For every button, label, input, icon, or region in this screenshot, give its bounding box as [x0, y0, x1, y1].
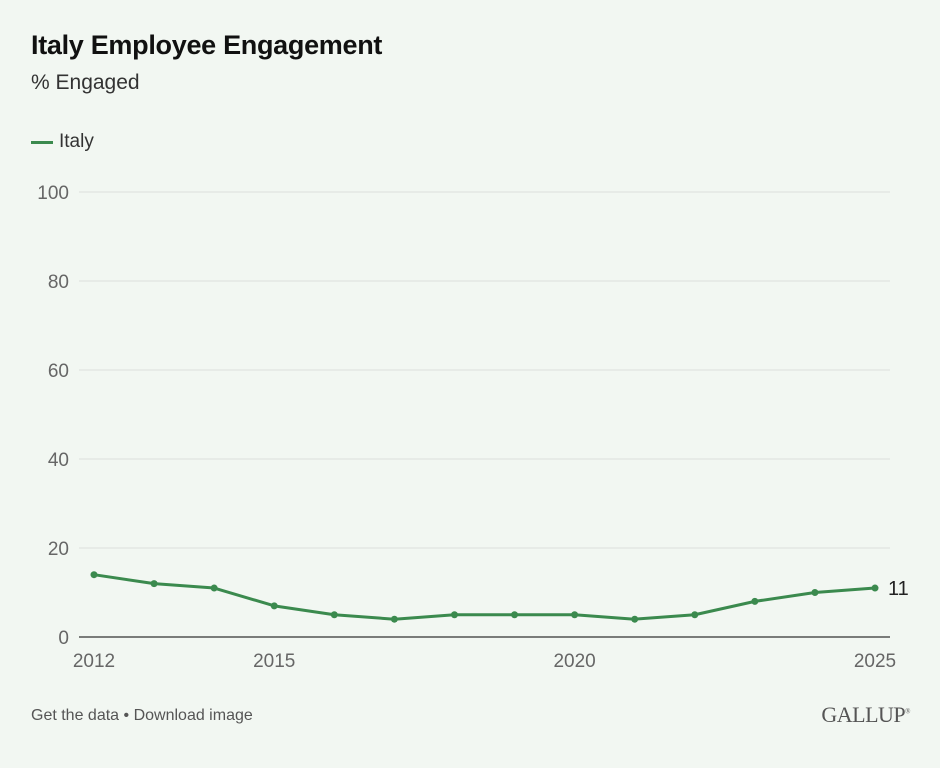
y-tick-label: 0 [58, 628, 69, 649]
data-point [871, 584, 879, 592]
legend-label-italy: Italy [59, 131, 94, 152]
chart-subtitle: % Engaged [31, 71, 140, 94]
x-tick-label: 2025 [854, 651, 896, 672]
data-point [390, 615, 398, 623]
data-point [571, 611, 579, 619]
data-point [691, 611, 699, 619]
x-tick-label: 2015 [253, 651, 295, 672]
line-chart: 0 20 40 60 80 100 2012 2015 2020 2025 11 [37, 183, 909, 672]
data-point [631, 615, 639, 623]
logo-text: GALLUP [821, 702, 906, 727]
x-tick-label: 2012 [73, 651, 115, 672]
data-point [150, 580, 158, 588]
data-point [450, 611, 458, 619]
y-tick-label: 100 [37, 183, 69, 204]
get-data-link[interactable]: Get the data [31, 707, 120, 724]
data-point [811, 589, 819, 596]
series-line-italy [92, 573, 877, 621]
data-point [210, 584, 218, 592]
data-point [90, 571, 98, 579]
logo-mark: ® [905, 707, 910, 716]
data-point [270, 602, 278, 610]
y-tick-label: 80 [48, 272, 69, 293]
legend-line-icon [31, 140, 53, 144]
footer-separator: • [123, 707, 130, 724]
y-tick-label: 60 [48, 361, 69, 382]
chart-title: Italy Employee Engagement [31, 30, 383, 60]
download-image-link[interactable]: Download image [133, 707, 253, 724]
x-tick-label: 2020 [553, 651, 595, 672]
footer-links: Get the data • Download image [31, 707, 253, 725]
gallup-logo: GALLUP® [821, 702, 910, 728]
data-point [330, 611, 338, 619]
y-tick-label: 40 [48, 450, 69, 471]
end-value-label: 11 [888, 578, 909, 600]
data-point [511, 611, 519, 619]
y-tick-label: 20 [48, 539, 69, 560]
data-point [751, 597, 759, 605]
legend: Italy [31, 131, 94, 153]
